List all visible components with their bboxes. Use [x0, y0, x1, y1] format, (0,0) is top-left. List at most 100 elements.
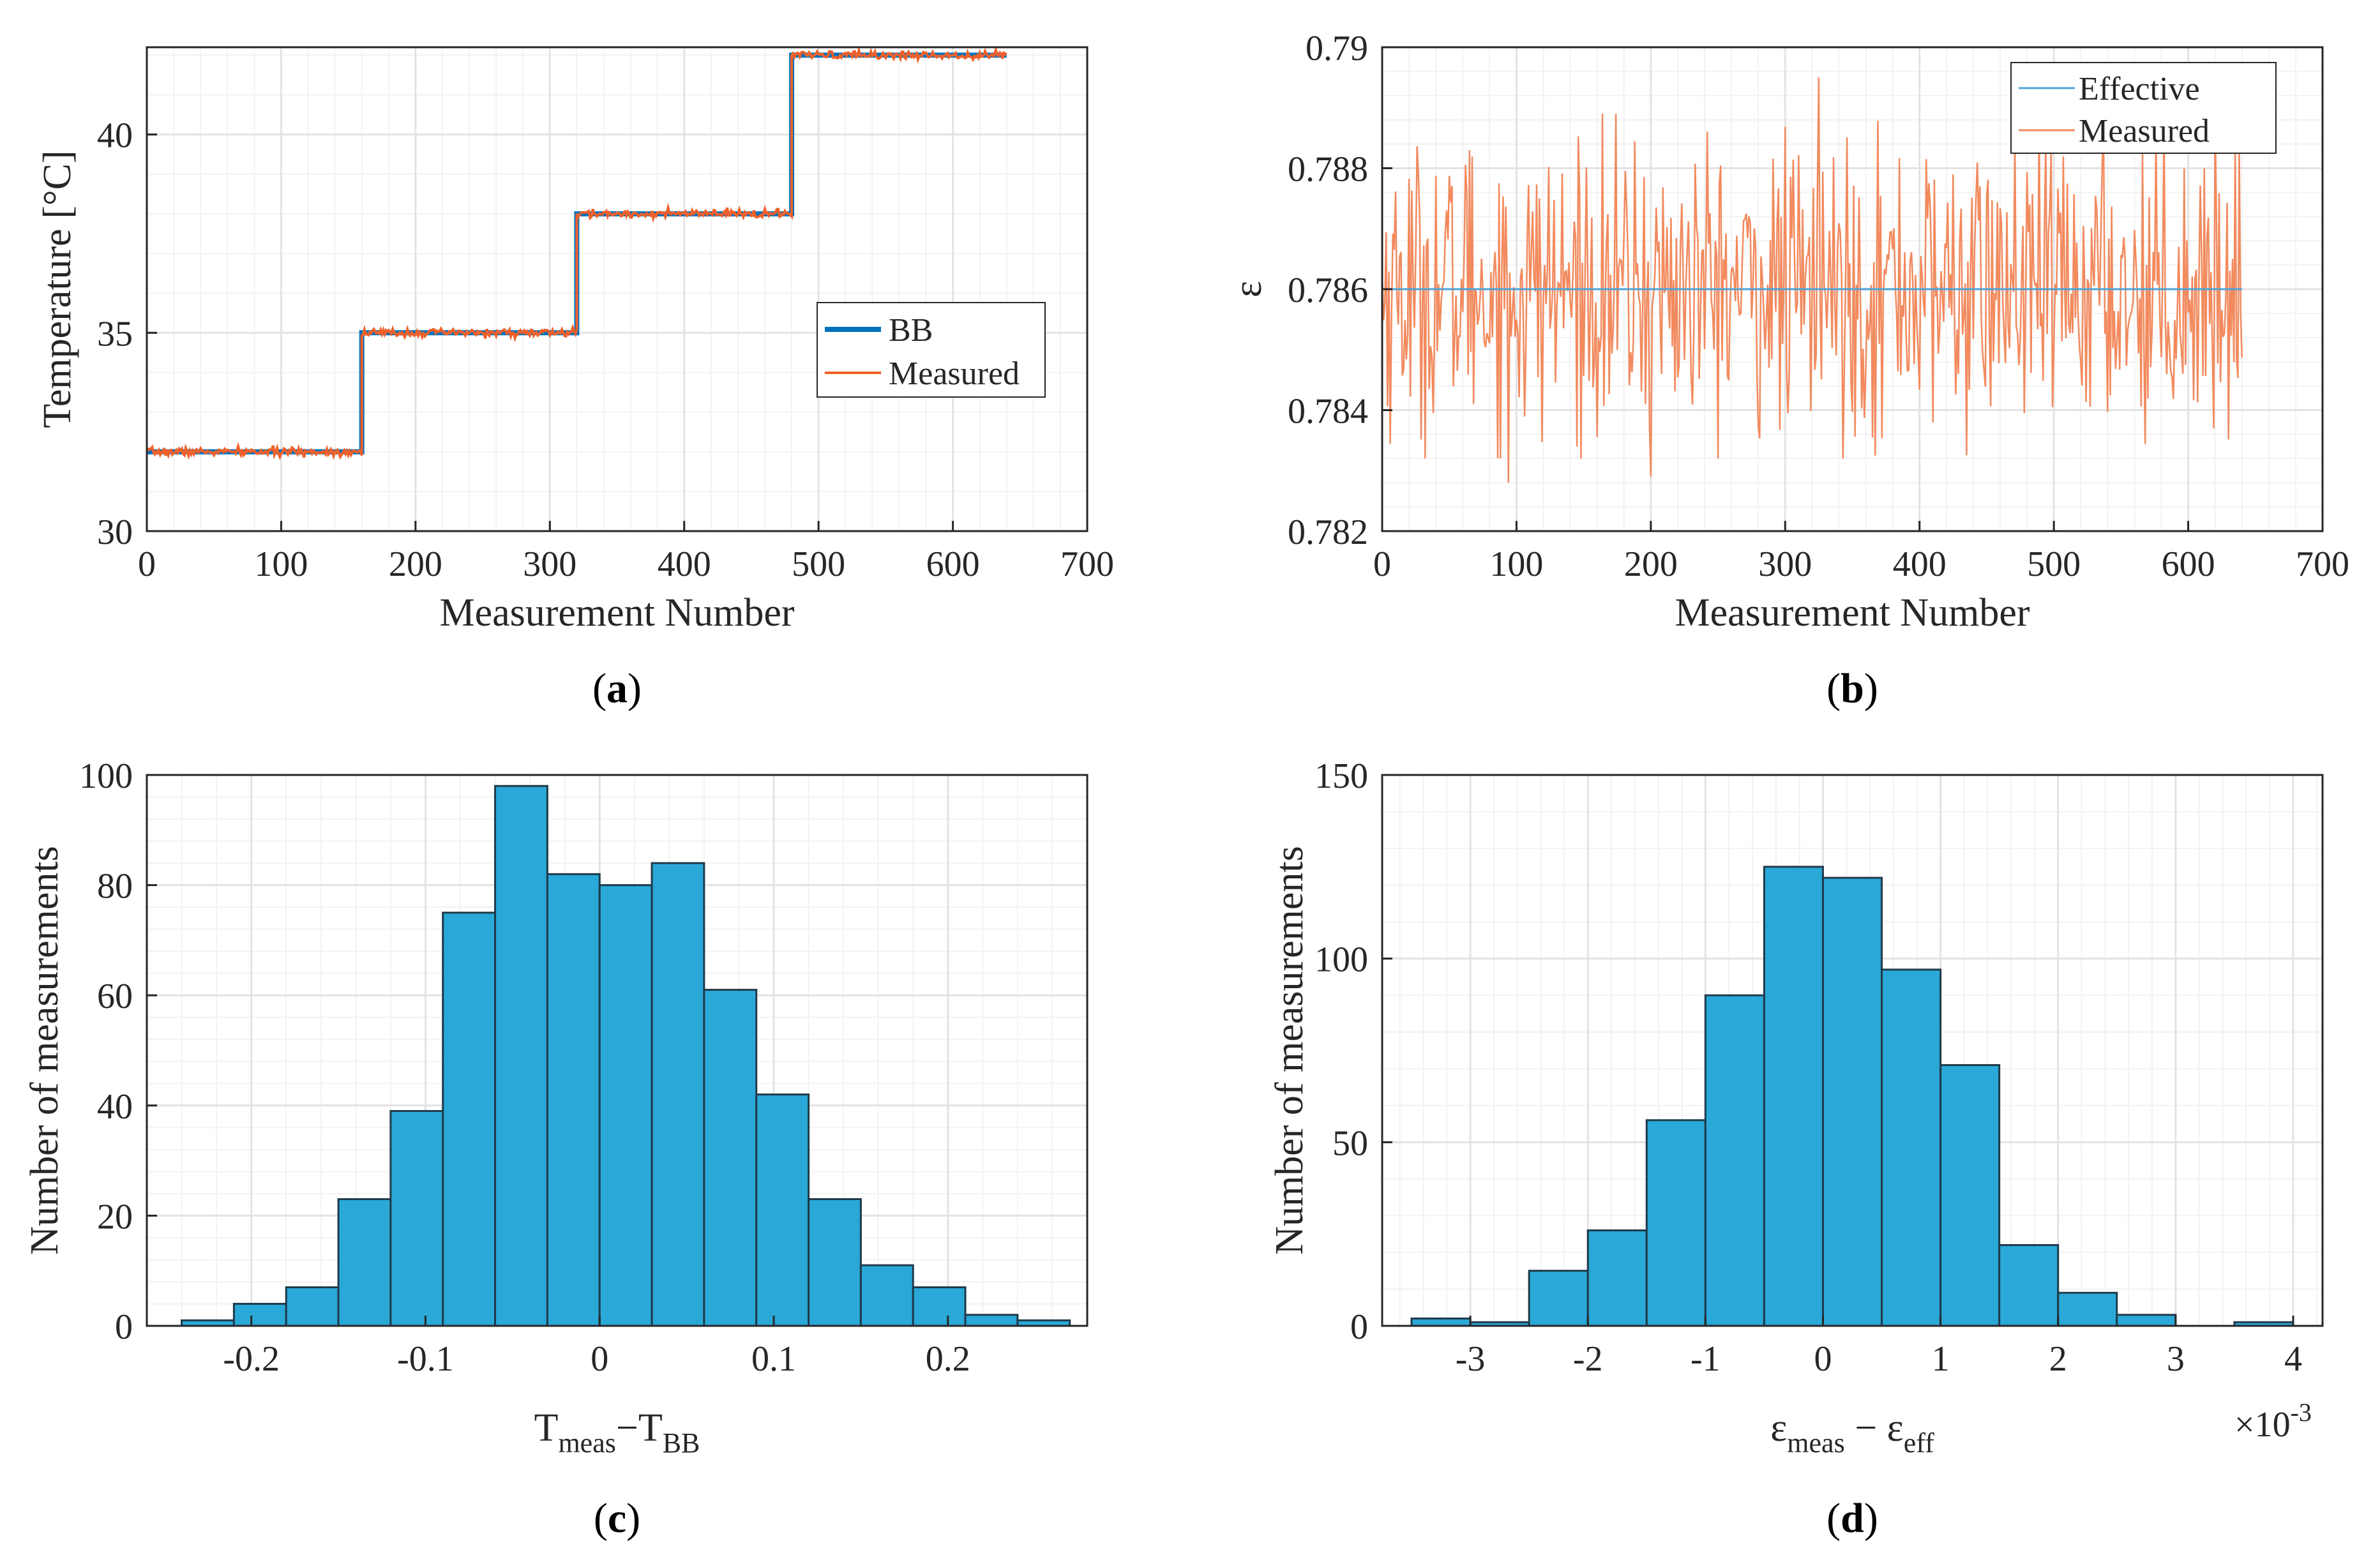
y-tick-label: 30 [97, 513, 133, 552]
caption-open: ( [1826, 665, 1841, 712]
x-tick-label: 1 [1932, 1339, 1950, 1379]
y-tick-label: 0.788 [1288, 150, 1368, 190]
y-axis-label: Temperature [°C] [36, 150, 79, 428]
x-tick-label: -0.1 [397, 1339, 454, 1379]
y-tick-label: 80 [97, 867, 133, 906]
legend-box [2010, 62, 2277, 154]
axes-box [146, 46, 1088, 532]
histogram-bar [494, 785, 548, 1327]
measured-line [146, 45, 1007, 460]
legend-label-bb: BB [889, 312, 933, 349]
histogram-bar [964, 1314, 1019, 1327]
x-axis-label-s2: BB [663, 1427, 700, 1459]
x-tick-label: 200 [1624, 545, 1678, 584]
y-axis-label: Number of measurements [23, 846, 66, 1254]
histogram-bars [181, 785, 1071, 1327]
histogram-bars [1410, 866, 2294, 1327]
x-axis-label-s1: meas [1787, 1427, 1844, 1459]
y-tick-label: 50 [1332, 1123, 1368, 1163]
axis-exponent-label: ×10-3 [2234, 1398, 2312, 1445]
y-tick-label: 0.784 [1288, 392, 1368, 432]
histogram-bar [285, 1286, 340, 1327]
x-axis-label: εmeas − εeff [1770, 1406, 1934, 1459]
histogram-bar [1586, 1229, 1648, 1327]
x-tick-label: 200 [389, 545, 442, 584]
legend-label-measured: Measured [2079, 113, 2210, 149]
y-tick-label: 0.786 [1288, 271, 1368, 310]
x-tick-label: 0 [1814, 1339, 1832, 1379]
x-tick-label: 400 [658, 545, 711, 584]
chart-b: 0 100 200 300 400 500 600 700 0.782 0.784 0.786 0.7… [1226, 29, 2349, 712]
x-tick-label: -2 [1573, 1339, 1603, 1379]
caption-letter: d [1841, 1495, 1864, 1542]
x-tick-label: -3 [1456, 1339, 1486, 1379]
x-tick-label: 2 [2049, 1339, 2067, 1379]
caption-letter: c [608, 1495, 626, 1542]
x-tick-label: 0 [591, 1339, 608, 1379]
histogram-bar [232, 1302, 287, 1327]
y-tick-label: 60 [97, 977, 133, 1016]
y-tick-label: 20 [97, 1197, 133, 1236]
histogram-bar [1998, 1244, 2060, 1327]
x-tick-label: -1 [1691, 1339, 1721, 1379]
histogram-bar [1704, 994, 1765, 1327]
x-tick-label: 100 [1489, 545, 1543, 584]
x-tick-label: 600 [2162, 545, 2215, 584]
caption-open: ( [594, 1495, 608, 1542]
histogram-bar [546, 873, 601, 1327]
x-tick-label: -0.2 [223, 1339, 280, 1379]
exponent-power: -3 [2291, 1398, 2312, 1427]
panel-caption: (d) [1826, 1495, 1878, 1542]
legend-box [817, 302, 1046, 398]
x-axis-label-s1: meas [558, 1427, 615, 1459]
caption-open: ( [592, 665, 606, 712]
histogram-bar [912, 1286, 967, 1327]
histogram-bar [1763, 866, 1824, 1327]
x-axis-label: Measurement Number [439, 591, 794, 635]
histogram-bar [442, 912, 497, 1327]
y-tick-label: 0.782 [1288, 513, 1368, 552]
histogram-bar [703, 989, 758, 1327]
exponent-base: ×10 [2234, 1405, 2291, 1445]
x-axis-label-mid: −T [616, 1406, 663, 1450]
histogram-bar [1821, 876, 1883, 1327]
chart-d: -3 -2 -1 0 1 2 3 4 0 50 100 150 (d) εmeas − εeff Numbe… [1268, 756, 2324, 1542]
x-tick-label: 400 [1893, 545, 1947, 584]
histogram-bar [859, 1264, 914, 1327]
x-tick-label: 700 [1060, 545, 1114, 584]
histogram-bar [2116, 1314, 2177, 1327]
y-tick-label: 0 [1350, 1307, 1368, 1347]
measured-line [1381, 77, 2243, 483]
histogram-bar [1939, 1064, 2001, 1327]
panel-caption: (b) [1826, 665, 1878, 712]
caption-letter: a [606, 665, 628, 712]
caption-open: ( [1826, 1495, 1841, 1542]
y-tick-label: 0.79 [1306, 29, 1368, 68]
histogram-bar [1410, 1317, 1472, 1327]
caption-close: ) [1864, 665, 1878, 712]
histogram-bar [755, 1093, 810, 1327]
x-axis-label: Tmeas−TBB [534, 1406, 700, 1459]
x-tick-label: 0.1 [751, 1339, 796, 1379]
axes-box [1381, 774, 2324, 1327]
caption-close: ) [1864, 1495, 1878, 1542]
y-tick-label: 100 [1314, 940, 1368, 980]
histogram-bar [389, 1109, 444, 1327]
chart-c: -0.2 -0.1 0 0.1 0.2 0 20 40 60 80 100 (c) Tmeas−TBB N… [23, 756, 1088, 1542]
x-tick-label: 300 [1758, 545, 1812, 584]
histogram-bar [598, 884, 653, 1327]
caption-close: ) [626, 1495, 640, 1542]
histogram-bar [337, 1198, 392, 1327]
x-axis-label-t1: ε [1770, 1406, 1787, 1450]
x-tick-label: 700 [2296, 545, 2349, 584]
x-tick-label: 600 [926, 545, 980, 584]
x-axis-label: Measurement Number [1675, 591, 2030, 635]
y-tick-label: 100 [79, 756, 133, 796]
x-axis-label-mid: − ε [1845, 1406, 1904, 1450]
legend-label-measured: Measured [889, 356, 1020, 392]
caption-close: ) [628, 665, 642, 712]
legend: Effective Measured [2010, 62, 2277, 154]
x-tick-label: 3 [2167, 1339, 2185, 1379]
x-tick-label: 0 [1373, 545, 1391, 584]
legend-label-effective: Effective [2079, 71, 2200, 107]
